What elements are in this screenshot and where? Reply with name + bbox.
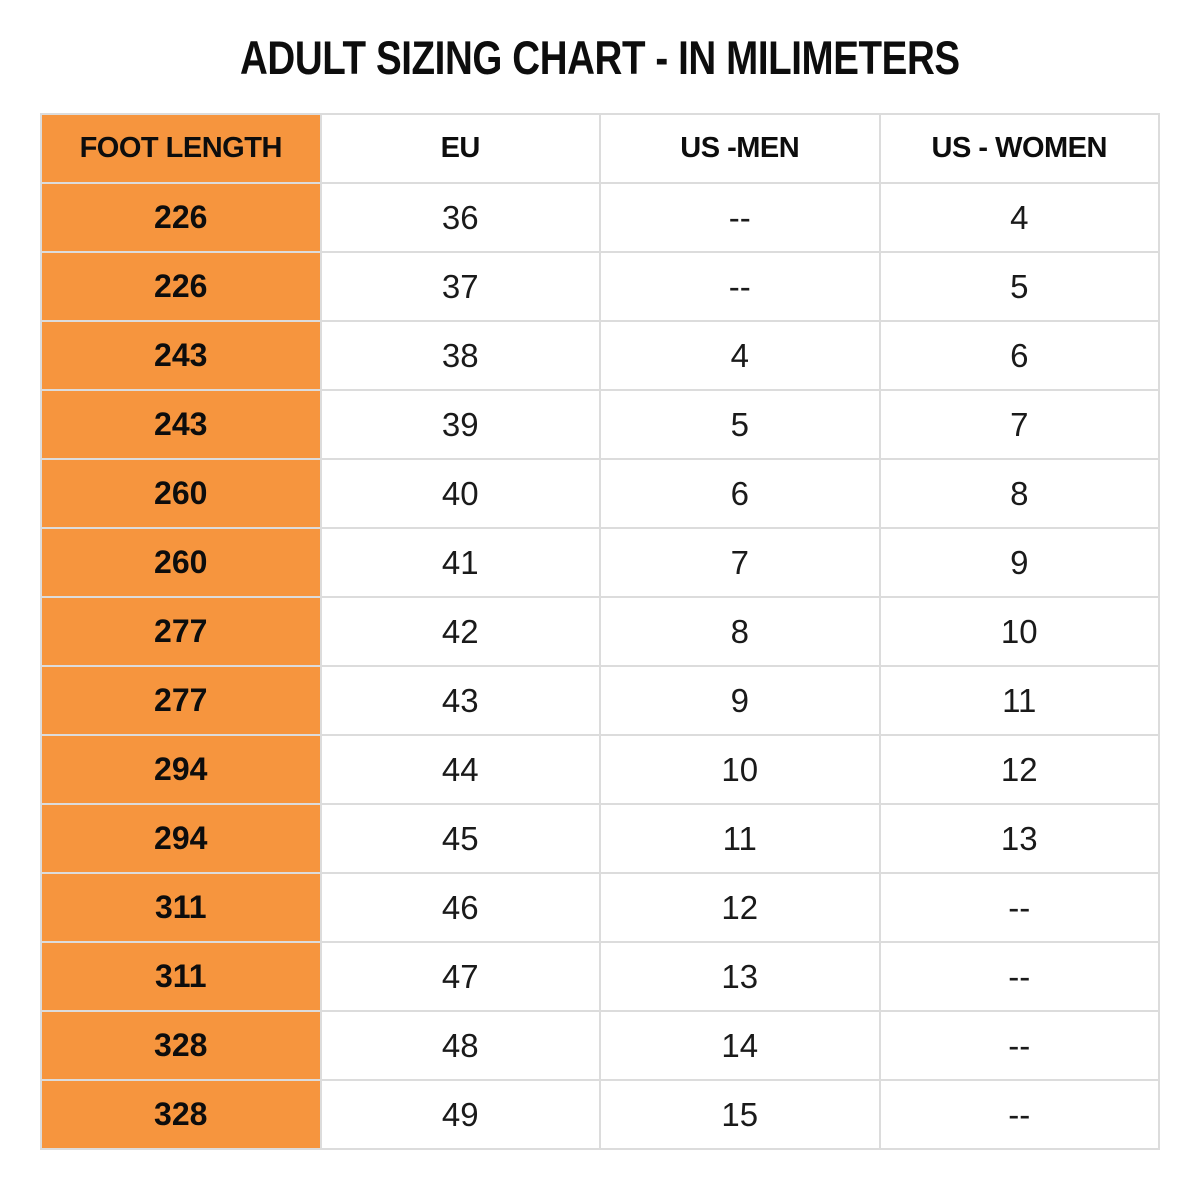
cell-us-men: 10 xyxy=(599,734,881,805)
cell-foot-length: 294 xyxy=(40,734,322,805)
cell-eu: 42 xyxy=(319,596,601,667)
cell-eu: 47 xyxy=(319,941,601,1012)
page-title-text: ADULT SIZING CHART - IN MILIMETERS xyxy=(240,31,960,84)
cell-eu: 45 xyxy=(319,803,601,874)
cell-us-women: 10 xyxy=(878,596,1160,667)
cell-eu: 41 xyxy=(319,527,601,598)
cell-foot-length: 260 xyxy=(40,458,322,529)
table-body: 226 36 -- 4 226 37 -- 5 243 38 4 6 243 3… xyxy=(40,182,1160,1150)
cell-us-women: 7 xyxy=(878,389,1160,460)
sizing-table: FOOT LENGTH EU US -MEN US - WOMEN 226 36… xyxy=(40,113,1160,1150)
cell-us-men: 11 xyxy=(599,803,881,874)
cell-foot-length: 226 xyxy=(40,251,322,322)
table-row: 311 46 12 -- xyxy=(40,872,1160,943)
page-title: ADULT SIZING CHART - IN MILIMETERS xyxy=(0,30,1200,85)
cell-us-women: 8 xyxy=(878,458,1160,529)
cell-us-men: 6 xyxy=(599,458,881,529)
cell-eu: 44 xyxy=(319,734,601,805)
cell-us-men: 7 xyxy=(599,527,881,598)
cell-foot-length: 328 xyxy=(40,1079,322,1150)
cell-us-men: 14 xyxy=(599,1010,881,1081)
cell-foot-length: 311 xyxy=(40,941,322,1012)
cell-eu: 37 xyxy=(319,251,601,322)
cell-us-men: -- xyxy=(599,251,881,322)
cell-foot-length: 328 xyxy=(40,1010,322,1081)
cell-us-women: 6 xyxy=(878,320,1160,391)
cell-us-men: -- xyxy=(599,182,881,253)
cell-us-women: 11 xyxy=(878,665,1160,736)
table-row: 243 39 5 7 xyxy=(40,389,1160,460)
column-header-us-women: US - WOMEN xyxy=(878,113,1160,184)
cell-foot-length: 226 xyxy=(40,182,322,253)
cell-us-men: 12 xyxy=(599,872,881,943)
column-header-us-men: US -MEN xyxy=(599,113,881,184)
table-row: 328 48 14 -- xyxy=(40,1010,1160,1081)
cell-eu: 39 xyxy=(319,389,601,460)
table-row: 294 45 11 13 xyxy=(40,803,1160,874)
cell-foot-length: 294 xyxy=(40,803,322,874)
cell-foot-length: 277 xyxy=(40,665,322,736)
table-row: 226 37 -- 5 xyxy=(40,251,1160,322)
cell-us-men: 8 xyxy=(599,596,881,667)
table-row: 277 42 8 10 xyxy=(40,596,1160,667)
cell-foot-length: 243 xyxy=(40,320,322,391)
table-row: 226 36 -- 4 xyxy=(40,182,1160,253)
table-row: 294 44 10 12 xyxy=(40,734,1160,805)
table-row: 328 49 15 -- xyxy=(40,1079,1160,1150)
column-header-eu: EU xyxy=(319,113,601,184)
cell-us-men: 5 xyxy=(599,389,881,460)
table-header: FOOT LENGTH EU US -MEN US - WOMEN xyxy=(40,113,1160,184)
table-header-row: FOOT LENGTH EU US -MEN US - WOMEN xyxy=(40,113,1160,184)
cell-us-men: 15 xyxy=(599,1079,881,1150)
cell-us-women: 12 xyxy=(878,734,1160,805)
table-row: 311 47 13 -- xyxy=(40,941,1160,1012)
cell-foot-length: 260 xyxy=(40,527,322,598)
cell-us-women: 13 xyxy=(878,803,1160,874)
cell-eu: 40 xyxy=(319,458,601,529)
column-header-foot-length: FOOT LENGTH xyxy=(40,113,322,184)
cell-us-men: 13 xyxy=(599,941,881,1012)
cell-us-women: -- xyxy=(878,941,1160,1012)
cell-eu: 38 xyxy=(319,320,601,391)
table-row: 243 38 4 6 xyxy=(40,320,1160,391)
cell-eu: 36 xyxy=(319,182,601,253)
cell-us-women: 9 xyxy=(878,527,1160,598)
cell-eu: 48 xyxy=(319,1010,601,1081)
cell-us-women: -- xyxy=(878,872,1160,943)
cell-foot-length: 277 xyxy=(40,596,322,667)
cell-us-women: -- xyxy=(878,1010,1160,1081)
table-row: 277 43 9 11 xyxy=(40,665,1160,736)
cell-us-men: 9 xyxy=(599,665,881,736)
cell-foot-length: 243 xyxy=(40,389,322,460)
cell-us-men: 4 xyxy=(599,320,881,391)
cell-us-women: -- xyxy=(878,1079,1160,1150)
table-row: 260 40 6 8 xyxy=(40,458,1160,529)
cell-foot-length: 311 xyxy=(40,872,322,943)
cell-eu: 46 xyxy=(319,872,601,943)
cell-eu: 49 xyxy=(319,1079,601,1150)
cell-us-women: 4 xyxy=(878,182,1160,253)
cell-us-women: 5 xyxy=(878,251,1160,322)
cell-eu: 43 xyxy=(319,665,601,736)
table-row: 260 41 7 9 xyxy=(40,527,1160,598)
